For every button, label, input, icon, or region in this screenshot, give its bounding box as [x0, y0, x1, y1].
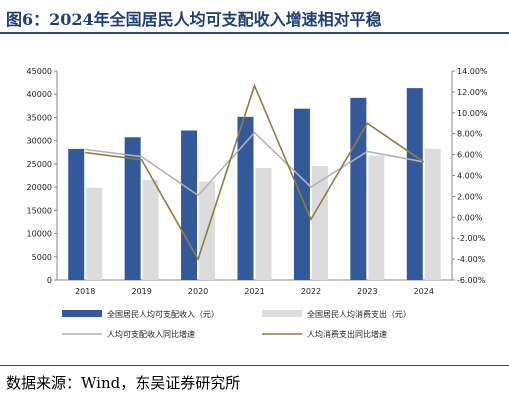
right-tick-label: -2.00%: [457, 234, 486, 243]
right-tick-label: 2.00%: [457, 192, 483, 201]
x-tick-label: 2020: [188, 287, 208, 296]
left-tick-label: 30000: [27, 137, 52, 146]
spending-bar: [255, 168, 272, 280]
chart-canvas: 0 5000 10000 15000 20000 25000 30000 35000 40000…: [27, 67, 488, 339]
spending-bar: [424, 148, 441, 280]
figure-title: 图6：2024年全国居民人均可支配收入增速相对平稳: [6, 10, 382, 29]
spending-bar: [311, 166, 328, 280]
right-tick-label: 8.00%: [457, 130, 483, 139]
left-tick-label: 40000: [27, 90, 52, 99]
x-tick-label: 2018: [75, 287, 95, 296]
left-tick-label: 10000: [27, 230, 52, 239]
source-note: 数据来源：Wind，东吴证券研究所: [6, 374, 241, 392]
income-bar: [293, 108, 310, 281]
right-tick-label: 4.00%: [457, 172, 483, 181]
right-tick-label: -6.00%: [457, 276, 486, 285]
left-tick-label: 15000: [27, 206, 52, 215]
left-tick-label: 45000: [27, 67, 52, 76]
left-tick-label: 20000: [27, 183, 52, 192]
spending-bar: [368, 155, 385, 280]
right-tick-label: 0.00%: [457, 213, 483, 222]
legend-label: 全国居民人均消费支出（元）: [307, 309, 411, 319]
left-tick-label: 25000: [27, 160, 52, 169]
x-tick-label: 2024: [414, 287, 434, 296]
left-tick-label: 35000: [27, 113, 52, 122]
right-tick-label: -4.00%: [457, 255, 486, 264]
income-bar: [68, 148, 85, 280]
x-tick-label: 2022: [301, 287, 321, 296]
income-growth-line: [85, 131, 424, 197]
legend-swatch: [262, 310, 302, 317]
legend-label: 全国居民人均可支配收入（元）: [107, 309, 219, 319]
income-bar: [124, 137, 141, 280]
right-tick-label: 12.00%: [457, 88, 488, 97]
income-bar: [406, 88, 423, 281]
source-rule: [0, 365, 509, 366]
legend-label: 人均消费支出同比增速: [307, 329, 387, 339]
income-bar: [237, 116, 254, 281]
x-tick-label: 2023: [357, 287, 377, 296]
spending-bar: [142, 179, 159, 280]
left-tick-label: 5000: [32, 253, 52, 262]
title-rule: [0, 32, 509, 34]
spending-growth-line: [85, 83, 425, 262]
left-tick-label: 0: [47, 276, 52, 285]
legend-swatch: [62, 310, 102, 317]
income-bar: [350, 97, 367, 280]
right-tick-label: 14.00%: [457, 67, 488, 76]
income-bar: [181, 130, 198, 280]
right-tick-label: 10.00%: [457, 109, 488, 118]
legend-label: 人均可支配收入同比增速: [107, 329, 195, 339]
x-tick-label: 2019: [131, 287, 151, 296]
spending-bar: [86, 187, 103, 280]
right-tick-label: 6.00%: [457, 151, 483, 160]
x-tick-label: 2021: [244, 287, 264, 296]
